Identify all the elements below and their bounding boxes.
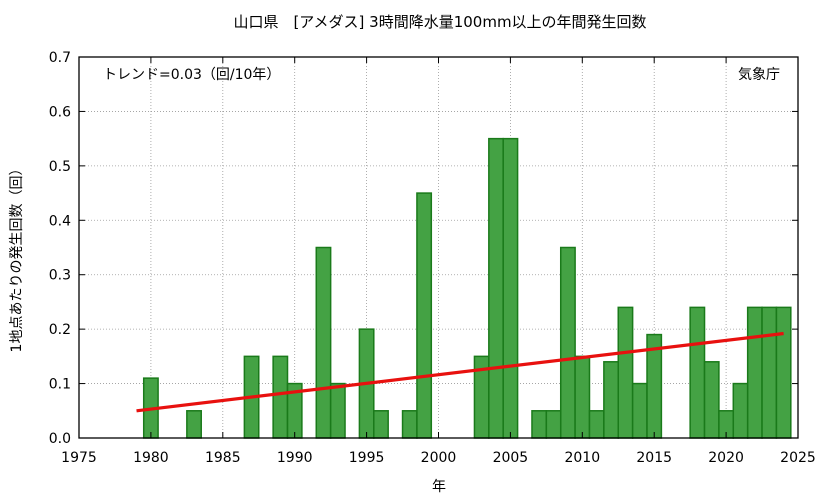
bar-2008 — [545, 410, 562, 439]
bar-1996 — [373, 410, 389, 439]
bar-2018 — [689, 306, 706, 439]
bar-2022 — [746, 306, 763, 439]
y-tick-label: 0.7 — [49, 50, 71, 66]
bars — [142, 137, 792, 439]
x-tick-label: 2025 — [780, 450, 816, 466]
grid — [79, 57, 798, 438]
x-tick-label: 2020 — [708, 450, 744, 466]
x-tick-label: 2000 — [421, 450, 457, 466]
y-tick-label: 0.3 — [49, 268, 71, 284]
bar-1999 — [416, 192, 433, 439]
x-tick-label: 2005 — [493, 450, 529, 466]
bar-2004 — [488, 137, 504, 439]
y-tick-label: 0.4 — [49, 213, 71, 229]
trend-annotation: トレンド=0.03（回/10年） — [103, 67, 280, 83]
x-tick-label: 2010 — [564, 450, 600, 466]
y-axis-label: 1地点あたりの発生回数（回） — [9, 162, 25, 353]
y-tick-label: 0.0 — [49, 431, 71, 447]
bar-1998 — [401, 410, 418, 439]
bar-1992 — [315, 246, 332, 439]
y-tick-label: 0.2 — [49, 322, 71, 338]
source-label: 気象庁 — [738, 67, 780, 83]
bar-2010 — [574, 355, 591, 439]
chart-title: 山口県 [アメダス] 3時間降水量100mm以上の年間発生回数 — [233, 13, 646, 31]
bar-2012 — [603, 361, 619, 439]
bar-2019 — [703, 361, 720, 439]
x-axis-label: 年 — [432, 479, 446, 495]
bar-2013 — [617, 306, 634, 439]
bar-1983 — [186, 410, 202, 439]
x-tick-label: 1980 — [133, 450, 169, 466]
bar-2007 — [531, 410, 548, 439]
bar-2023 — [761, 306, 778, 439]
x-tick-label: 1995 — [349, 450, 385, 466]
x-tick-label: 1985 — [205, 450, 241, 466]
bar-2009 — [559, 246, 576, 439]
y-tick-label: 0.5 — [49, 159, 71, 175]
bar-2014 — [631, 382, 648, 439]
y-tick-label: 0.1 — [49, 377, 71, 393]
bar-1993 — [329, 382, 346, 439]
bar-2021 — [732, 382, 749, 439]
trend-line-segment — [136, 331, 784, 413]
bar-2011 — [588, 410, 605, 439]
y-tick-label: 0.6 — [49, 104, 71, 120]
x-tick-label: 1990 — [277, 450, 313, 466]
x-axis-ticks: 1975 1980 1985 1990 1995 2000 2005 2010 2015 2020… — [61, 57, 816, 466]
x-tick-label: 1975 — [61, 450, 97, 466]
x-tick-label: 2015 — [636, 450, 672, 466]
trend-line — [136, 331, 784, 413]
bar-2024 — [775, 306, 792, 439]
bar-1989 — [272, 355, 289, 439]
y-axis-ticks: 0.0 0.1 0.2 0.3 0.4 0.5 0.6 0.7 — [49, 50, 798, 447]
bar-2005 — [502, 137, 519, 439]
